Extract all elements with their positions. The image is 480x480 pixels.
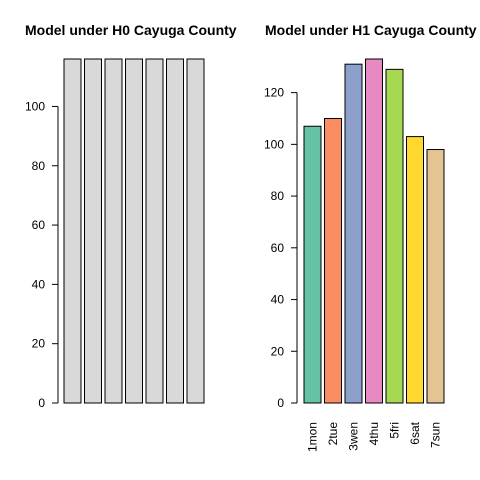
y-axis: 0 20 40 60 80 100 120 — [264, 86, 298, 410]
bar-1mon — [303, 125, 322, 404]
bar-3wen — [344, 63, 363, 404]
y-tick-label: 60 — [32, 218, 46, 232]
x-tick-labels: 1mon 2tue 3wen 4thu 5fri 6sat 7sun — [306, 421, 443, 452]
x-tick-label: 3wen — [347, 422, 361, 451]
bar-5fri — [145, 58, 164, 404]
bar-1mon — [63, 58, 82, 404]
bar-3wen — [104, 58, 123, 404]
y-tick-label: 100 — [264, 137, 284, 151]
x-tick-label: 7sun — [429, 422, 443, 448]
bar-4thu — [125, 58, 143, 404]
y-tick-label: 60 — [271, 241, 285, 255]
y-axis: 0 20 40 60 80 100 — [25, 99, 59, 410]
y-tick-label: 120 — [264, 86, 284, 100]
x-tick-label: 2tue — [326, 422, 340, 446]
h1-chart-panel: Model under H1 Cayuga County 0 20 40 60 80 10… — [264, 22, 477, 452]
y-tick-label: 40 — [32, 277, 46, 291]
bars-group — [303, 58, 445, 404]
x-tick-label: 4thu — [367, 422, 381, 445]
x-tick-label: 5fri — [388, 422, 402, 439]
chart-title: Model under H0 Cayuga County — [25, 22, 237, 38]
x-tick-label: 1mon — [306, 422, 320, 452]
bar-2tue — [84, 58, 102, 404]
y-tick-label: 80 — [32, 159, 46, 173]
chart-title: Model under H1 Cayuga County — [265, 22, 477, 38]
bar-6sat — [406, 136, 424, 404]
y-tick-label: 20 — [32, 337, 46, 351]
h0-chart-panel: Model under H0 Cayuga County 0 20 40 60 80 10… — [25, 22, 237, 410]
bar-7sun — [186, 58, 205, 404]
y-tick-label: 40 — [271, 293, 285, 307]
bars-group — [63, 58, 205, 404]
y-tick-label: 0 — [38, 396, 45, 410]
y-tick-label: 20 — [271, 344, 285, 358]
y-tick-label: 100 — [25, 99, 45, 113]
bar-7sun — [426, 149, 445, 404]
bar-4thu — [365, 58, 383, 404]
y-tick-label: 80 — [271, 189, 285, 203]
y-tick-label: 0 — [277, 396, 284, 410]
bar-5fri — [385, 68, 404, 404]
bar-2tue — [324, 117, 342, 404]
x-tick-label: 6sat — [408, 421, 422, 444]
bar-6sat — [166, 58, 184, 404]
